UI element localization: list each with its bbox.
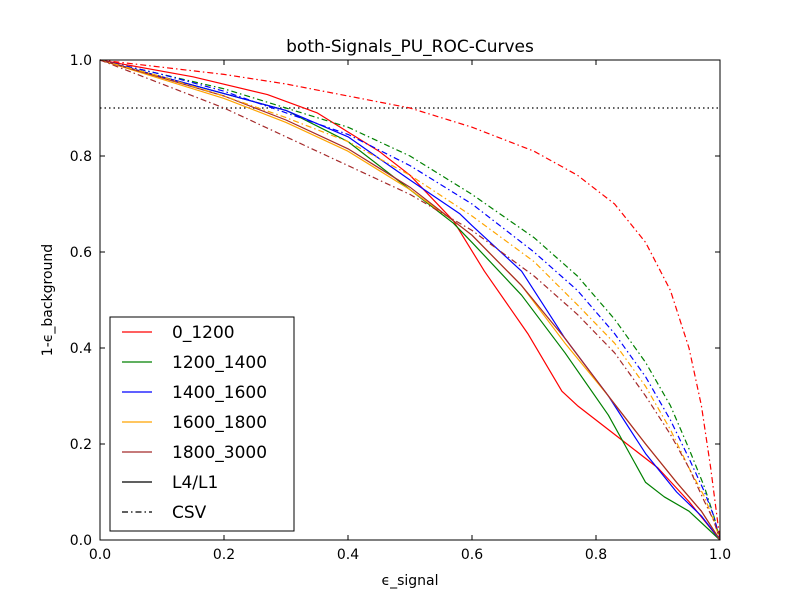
x-axis: 0.0 0.2 0.4 0.6 0.8 1.0 [89,60,731,563]
chart-title: both-Signals_PU_ROC-Curves [286,37,534,57]
legend-label: CSV [172,503,207,523]
legend-label: 0_1200 [172,323,235,343]
series-line-1800_3000-csv [99,59,721,541]
series-line-1200_1400-csv [99,59,721,541]
series-line-1800_3000-l4l1 [99,59,721,541]
y-tick-label: 1.0 [70,53,92,69]
x-tick-label: 0.8 [585,547,607,563]
x-tick-label: 0.4 [337,547,359,563]
legend-label: L4/L1 [172,473,218,493]
y-axis: 0.0 0.2 0.4 0.6 0.8 1.0 [70,53,720,549]
legend-label: 1200_1400 [172,353,267,373]
legend-label: 1400_1600 [172,383,267,403]
x-tick-label: 0.2 [213,547,235,563]
x-axis-label: ϵ_signal [381,573,438,589]
series-line-1400_1600-l4l1 [99,59,721,541]
series-line-1600_1800-csv [99,59,721,541]
y-axis-label: 1-ϵ_background [40,244,56,356]
legend-label: 1600_1800 [172,413,267,433]
plot-frame [99,59,721,541]
x-tick-label: 0.6 [461,547,483,563]
series-line-1400_1600-csv [99,59,721,541]
y-tick-label: 0.6 [70,245,92,261]
legend: 0_1200 1200_1400 1400_1600 1600_1800 1800_30… [109,316,295,532]
plot-area [99,59,721,541]
legend-box [109,316,295,532]
y-tick-label: 0.8 [70,149,92,165]
y-tick-label: 0.4 [70,341,92,357]
legend-label: 1800_3000 [172,443,267,463]
x-tick-label: 1.0 [709,547,731,563]
y-tick-label: 0.0 [70,533,92,549]
y-tick-label: 0.2 [70,437,92,453]
x-tick-label: 0.0 [89,547,111,563]
series-line-0_1200-l4l1 [99,59,721,541]
